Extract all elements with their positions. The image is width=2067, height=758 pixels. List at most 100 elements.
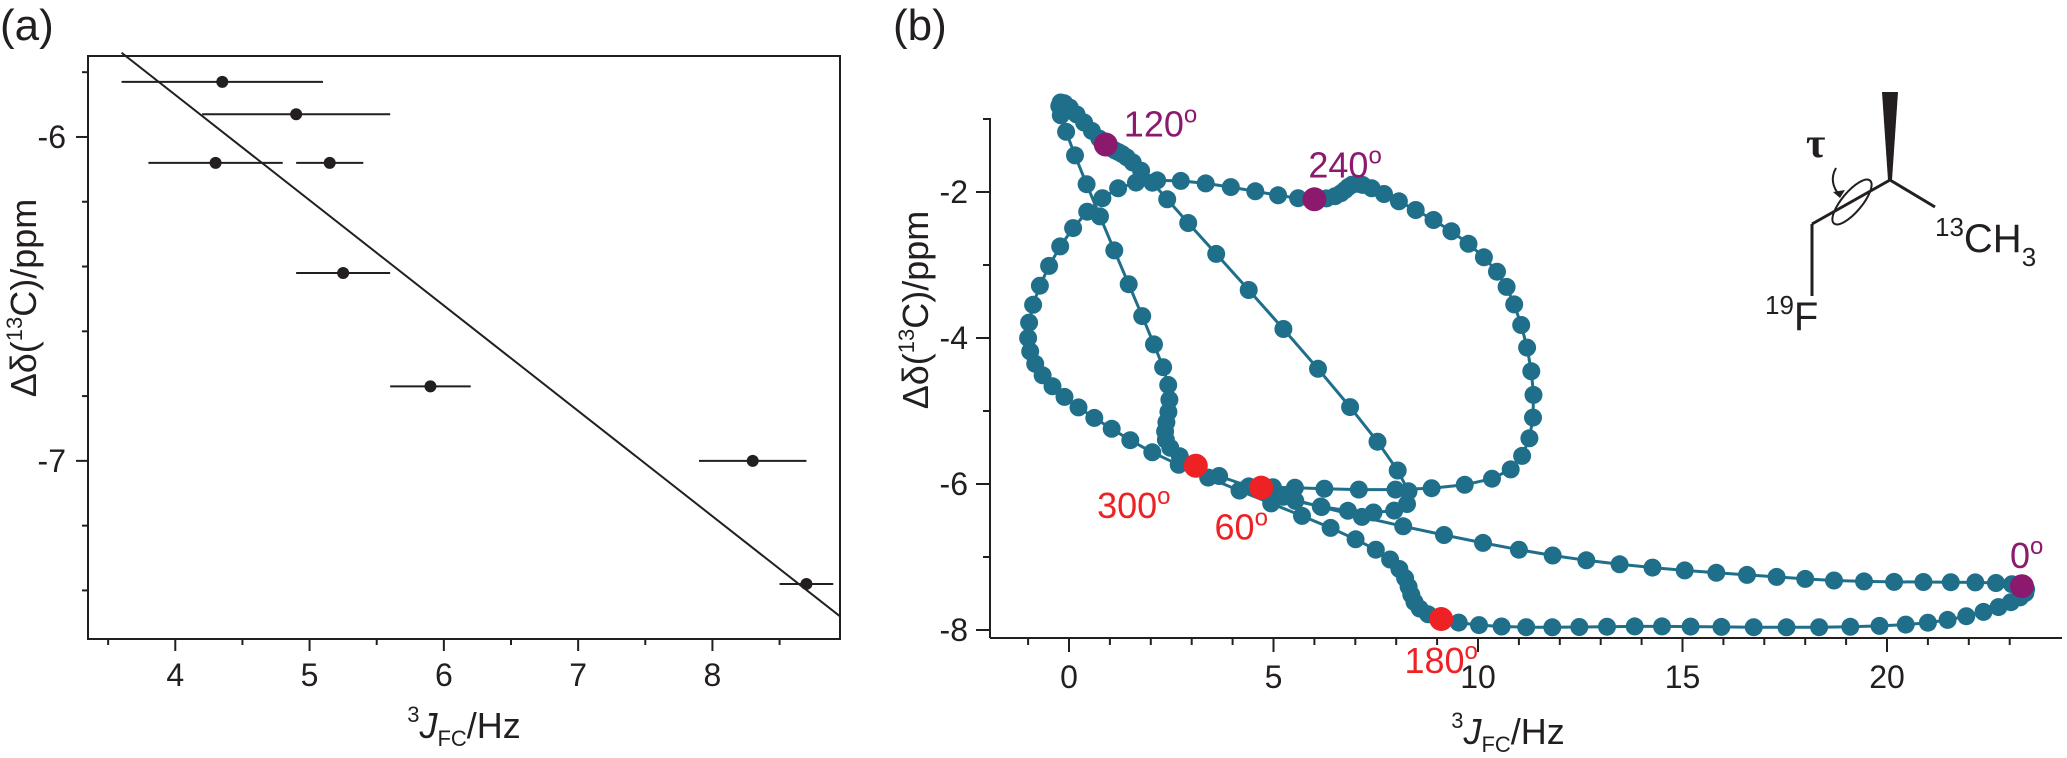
curve-point bbox=[1394, 517, 1413, 536]
curve-point bbox=[1105, 241, 1124, 260]
curve-point bbox=[1315, 479, 1334, 498]
curve-point bbox=[1870, 616, 1889, 635]
rotation-ellipse bbox=[1831, 178, 1873, 226]
x-tick-label: 6 bbox=[435, 657, 453, 693]
curve-point bbox=[1987, 574, 2005, 592]
chart-a: 4 5 6 7 8 -6 -7 3JFC/Hz Δδ(13C)/ppm bbox=[2, 51, 841, 751]
y-tick-label: -8 bbox=[940, 612, 968, 648]
curve-point bbox=[1707, 563, 1726, 582]
curve-point bbox=[1286, 491, 1305, 510]
curve-point bbox=[1386, 480, 1405, 499]
chart-a-ticks: 4 5 6 7 8 -6 -7 bbox=[38, 71, 781, 693]
wedge-bond bbox=[1882, 92, 1898, 180]
y-tick-label: -7 bbox=[38, 443, 66, 479]
chart-b-curve bbox=[1019, 93, 2036, 637]
curve-point bbox=[1171, 171, 1190, 190]
curve-point bbox=[1524, 408, 1542, 427]
curve-point bbox=[1643, 558, 1662, 577]
curve-point bbox=[1653, 617, 1671, 636]
y-tick-label: -6 bbox=[38, 119, 66, 155]
curve-point bbox=[1914, 573, 1933, 591]
curve-point bbox=[1841, 617, 1860, 636]
curve-point bbox=[1738, 565, 1756, 584]
curve-point bbox=[1483, 469, 1501, 488]
curve-point bbox=[1896, 615, 1915, 634]
curve-point bbox=[1501, 460, 1520, 479]
curve-point bbox=[1221, 178, 1240, 197]
curve-point bbox=[1349, 480, 1368, 499]
x-tick-label: 10 bbox=[1460, 659, 1496, 695]
x-tick-label: 20 bbox=[1869, 659, 1905, 695]
bond-c-c bbox=[1811, 178, 1891, 226]
curve-point bbox=[1269, 186, 1288, 205]
curve-point bbox=[1524, 385, 1543, 404]
curve-point bbox=[1019, 329, 1038, 347]
curve-point bbox=[1744, 618, 1763, 637]
curve-point bbox=[1941, 573, 1960, 592]
curve-point bbox=[1121, 431, 1140, 450]
curve-point bbox=[1093, 189, 1112, 208]
data-point bbox=[209, 156, 222, 169]
chart-a-xlabel: 3JFC/Hz bbox=[407, 702, 521, 751]
curve-point bbox=[1796, 569, 1815, 588]
x-tick-label: 15 bbox=[1665, 659, 1701, 695]
x-tick-label: 5 bbox=[301, 657, 319, 693]
fit-line bbox=[120, 51, 841, 618]
data-point bbox=[746, 454, 759, 467]
curve-point bbox=[1196, 174, 1215, 193]
curve-point bbox=[1388, 461, 1407, 480]
curve-point bbox=[1543, 618, 1562, 637]
curve-point bbox=[1543, 546, 1562, 565]
curve-point bbox=[1346, 530, 1365, 549]
chart-a-points bbox=[121, 75, 834, 590]
curve-point bbox=[1518, 338, 1537, 357]
curve-point bbox=[1148, 171, 1167, 190]
curve-point bbox=[1368, 432, 1387, 451]
angle-marker-0 bbox=[2009, 574, 2034, 599]
curve-point bbox=[1610, 555, 1629, 574]
curve-point bbox=[1474, 533, 1492, 552]
chart-a-frame bbox=[87, 55, 841, 640]
angle-marker-240 bbox=[1302, 187, 1327, 212]
angle-label-120: 120o bbox=[1124, 102, 1197, 145]
curve-point bbox=[1159, 376, 1178, 394]
angle-label-180: 180o bbox=[1404, 638, 1477, 681]
panel-label-b: (b) bbox=[893, 1, 947, 50]
curve-point bbox=[1338, 501, 1357, 520]
curve-point bbox=[1127, 173, 1145, 192]
curve-point bbox=[1043, 377, 1062, 396]
angle-label-300: 300o bbox=[1097, 483, 1170, 526]
curve-point bbox=[1505, 295, 1524, 314]
curve-point bbox=[1810, 618, 1829, 637]
panel-label-a: (a) bbox=[0, 1, 54, 50]
molecule-inset: τ 19F 13CH3 bbox=[1765, 92, 2036, 339]
y-tick-label: -2 bbox=[940, 174, 968, 210]
curve-point bbox=[1341, 398, 1360, 417]
data-point bbox=[424, 380, 437, 393]
curve-point bbox=[1366, 540, 1385, 559]
curve-point bbox=[1158, 190, 1177, 209]
curve-point bbox=[1102, 419, 1121, 438]
curve-point bbox=[1133, 307, 1152, 326]
curve-point bbox=[1385, 501, 1404, 520]
curve-point bbox=[1064, 219, 1083, 238]
data-point bbox=[290, 108, 303, 121]
curve-point bbox=[1777, 618, 1796, 637]
y-tick-label: -6 bbox=[940, 466, 968, 502]
curve-point bbox=[1435, 526, 1453, 544]
curve-point bbox=[1289, 189, 1308, 208]
curve-point bbox=[1512, 316, 1531, 334]
curve-point bbox=[1675, 561, 1694, 580]
curve-point bbox=[1051, 237, 1070, 256]
fluorine-label: 19F bbox=[1765, 290, 1818, 339]
curve-point bbox=[1455, 475, 1474, 494]
curve-point bbox=[1069, 398, 1088, 417]
curve-point bbox=[1625, 617, 1644, 636]
curve-point bbox=[1145, 335, 1163, 354]
chart-a-fit bbox=[120, 51, 841, 618]
curve-point bbox=[1712, 617, 1731, 636]
curve-point bbox=[1160, 390, 1179, 409]
chart-b-labels: 0o 60o 120o 180o 240o 300o bbox=[1097, 102, 2043, 681]
angle-label-240: 240o bbox=[1308, 142, 1381, 185]
